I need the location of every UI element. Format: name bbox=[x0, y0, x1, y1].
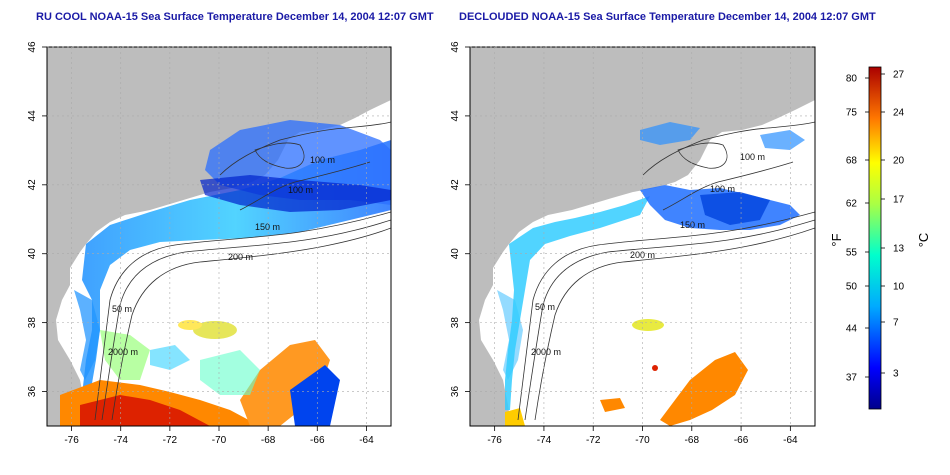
right-lat-axis: 36 38 40 42 44 46 bbox=[450, 41, 815, 397]
lon-tick-label: -66 bbox=[310, 435, 325, 446]
lat-tick-label: 46 bbox=[27, 41, 38, 53]
colorbar-f-tick-label: 55 bbox=[846, 248, 858, 259]
lon-tick-label: -72 bbox=[163, 435, 178, 446]
colorbar-c-tick-label: 7 bbox=[893, 318, 899, 329]
left-contour-label: 2000 m bbox=[108, 347, 138, 357]
lon-tick-label: -70 bbox=[212, 435, 227, 446]
right-contour-label: 100 m bbox=[710, 184, 735, 194]
left-contour-label: 100 m bbox=[310, 155, 335, 165]
colorbar-f-tick-label: 75 bbox=[846, 108, 858, 119]
lon-tick-label: -72 bbox=[586, 435, 601, 446]
lat-tick-label: 38 bbox=[450, 317, 461, 329]
colorbar-c-tick-label: 17 bbox=[893, 195, 905, 206]
colorbar-c-tick-label: 24 bbox=[893, 108, 905, 119]
colorbar-fahrenheit-unit: °F bbox=[829, 233, 844, 246]
lat-tick-label: 40 bbox=[450, 248, 461, 260]
right-contour-label: 150 m bbox=[680, 220, 705, 230]
lat-tick-label: 36 bbox=[27, 386, 38, 398]
colorbar-celsius-unit: °C bbox=[916, 233, 931, 248]
left-contour-label: 150 m bbox=[255, 222, 280, 232]
lat-tick-label: 44 bbox=[27, 110, 38, 122]
colorbar-f-tick-label: 62 bbox=[846, 199, 858, 210]
lon-tick-label: -64 bbox=[359, 435, 374, 446]
lat-tick-label: 40 bbox=[27, 248, 38, 260]
colorbar: 80 75 68 62 55 50 44 37 27 24 20 17 13 10 7 3 °F °C bbox=[829, 66, 931, 410]
colorbar-c-tick-label: 27 bbox=[893, 70, 905, 81]
colorbar-f-tick-label: 44 bbox=[846, 324, 858, 335]
colorbar-f-tick-label: 80 bbox=[846, 74, 858, 85]
lon-tick-label: -64 bbox=[783, 435, 798, 446]
lat-tick-label: 42 bbox=[27, 179, 38, 191]
colorbar-c-tick-label: 3 bbox=[893, 369, 899, 380]
lon-tick-label: -76 bbox=[64, 435, 79, 446]
right-bathymetry-contours bbox=[517, 121, 815, 421]
left-contour-labels: 100 m 100 m 200 m 50 m 2000 m 150 m bbox=[108, 155, 335, 357]
colorbar-ramp bbox=[868, 66, 882, 410]
right-contour-labels: 100 m 100 m 200 m 50 m 2000 m 150 m bbox=[531, 152, 765, 357]
colorbar-f-tick-label: 50 bbox=[846, 282, 858, 293]
colorbar-c-tick-label: 10 bbox=[893, 282, 905, 293]
lon-tick-label: -68 bbox=[685, 435, 700, 446]
lat-tick-label: 42 bbox=[450, 179, 461, 191]
left-map-title: RU COOL NOAA-15 Sea Surface Temperature … bbox=[36, 11, 434, 23]
lon-tick-label: -74 bbox=[113, 435, 128, 446]
lon-tick-label: -70 bbox=[635, 435, 650, 446]
right-contour-label: 200 m bbox=[630, 250, 655, 260]
left-lat-axis: 36 38 40 42 44 46 bbox=[27, 41, 391, 397]
right-contour-label: 2000 m bbox=[531, 347, 561, 357]
right-lon-axis: -76 -74 -72 -70 -68 -66 -64 bbox=[487, 47, 798, 446]
left-lon-axis: -76 -74 -72 -70 -68 -66 -64 bbox=[64, 47, 374, 446]
lat-tick-label: 44 bbox=[450, 110, 461, 122]
lon-tick-label: -76 bbox=[487, 435, 502, 446]
lat-tick-label: 38 bbox=[27, 317, 38, 329]
left-contour-label: 50 m bbox=[112, 304, 132, 314]
colorbar-c-tick-label: 20 bbox=[893, 156, 905, 167]
right-map-title: DECLOUDED NOAA-15 Sea Surface Temperatur… bbox=[459, 11, 876, 23]
colorbar-celsius-ticks: 27 24 20 17 13 10 7 3 bbox=[881, 70, 905, 380]
right-contour-label: 50 m bbox=[535, 302, 555, 312]
colorbar-fahrenheit-ticks: 80 75 68 62 55 50 44 37 bbox=[846, 74, 869, 384]
colorbar-f-tick-label: 37 bbox=[846, 373, 858, 384]
lat-tick-label: 36 bbox=[450, 386, 461, 398]
lon-tick-label: -68 bbox=[261, 435, 276, 446]
right-land bbox=[470, 47, 815, 426]
lon-tick-label: -66 bbox=[734, 435, 749, 446]
left-map: 100 m 100 m 200 m 50 m 2000 m 150 m -76-… bbox=[27, 41, 392, 446]
left-bathymetry-contours bbox=[94, 121, 391, 421]
lon-tick-label: -74 bbox=[537, 435, 552, 446]
left-land bbox=[47, 47, 391, 426]
left-contour-label: 200 m bbox=[228, 252, 253, 262]
right-map: 100 m 100 m 200 m 50 m 2000 m 150 m -76-… bbox=[450, 41, 816, 446]
lat-tick-label: 46 bbox=[450, 41, 461, 53]
colorbar-c-tick-label: 13 bbox=[893, 244, 905, 255]
left-contour-label: 100 m bbox=[288, 185, 313, 195]
colorbar-f-tick-label: 68 bbox=[846, 156, 858, 167]
right-contour-label: 100 m bbox=[740, 152, 765, 162]
